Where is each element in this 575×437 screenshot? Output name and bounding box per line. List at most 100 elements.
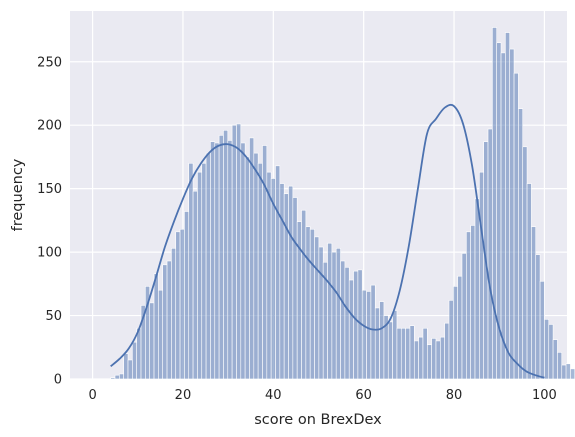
histogram-bar: [227, 140, 233, 380]
histogram-bar: [210, 141, 216, 380]
x-tick-label: 20: [175, 388, 192, 403]
histogram-bar: [110, 377, 116, 380]
histogram-bar: [279, 183, 285, 380]
x-tick-label: 60: [355, 388, 372, 403]
histogram-bar: [179, 228, 185, 380]
y-tick-labels: 0 50 100 150 200 250: [37, 55, 62, 387]
y-tick-label: 0: [54, 373, 62, 388]
histogram-bar: [344, 267, 350, 380]
histogram-bar: [474, 198, 480, 380]
histogram-bar: [570, 368, 575, 380]
histogram-bar: [192, 190, 198, 380]
histogram-bar: [136, 327, 142, 380]
histogram-bar: [466, 231, 471, 380]
histogram-bar: [244, 156, 250, 380]
kde-curve: [110, 103, 545, 379]
histogram-bar: [119, 373, 124, 380]
histogram-bar: [526, 183, 532, 380]
histogram-bar: [218, 135, 224, 380]
x-tick-label: 0: [88, 388, 96, 403]
histogram-bar: [184, 211, 190, 380]
histogram-bar: [453, 286, 458, 380]
histogram-bar: [335, 247, 341, 380]
histogram-bar: [479, 171, 484, 380]
histogram-bar: [522, 146, 528, 380]
histogram-bar: [418, 336, 424, 380]
histogram-bar: [353, 270, 359, 380]
x-axis-label: score on BrexDex: [254, 412, 382, 428]
histogram-bar: [457, 275, 463, 380]
y-tick-label: 150: [37, 182, 62, 197]
histogram-bar: [158, 289, 164, 380]
histogram-bar: [509, 48, 515, 380]
histogram-bar: [400, 327, 406, 380]
histogram-bar: [405, 327, 411, 380]
histogram-bar: [374, 307, 380, 380]
histogram-bar: [305, 226, 311, 380]
histogram-bar: [500, 52, 506, 380]
histogram-bar: [531, 226, 537, 380]
histogram-bar: [413, 340, 419, 380]
histogram-bar: [513, 72, 519, 380]
histogram-bar: [197, 171, 203, 380]
histogram-bar: [132, 341, 137, 380]
histogram-bar: [127, 359, 133, 380]
histogram-bar: [175, 231, 181, 380]
histogram-bar: [379, 301, 385, 380]
histogram-bar: [426, 344, 432, 380]
histogram-bar: [114, 374, 120, 380]
histogram-bar: [444, 322, 450, 380]
histogram-bar: [223, 129, 229, 380]
histogram-bar: [340, 260, 346, 380]
histogram-bar: [275, 165, 281, 380]
histogram-bar: [539, 280, 545, 380]
y-tick-label: 100: [37, 246, 62, 261]
x-tick-label: 100: [532, 388, 557, 403]
histogram-bar: [505, 32, 511, 380]
histogram-bar: [253, 152, 259, 380]
histogram-bar: [327, 242, 333, 380]
histogram-bar: [366, 291, 372, 380]
histogram-bar: [348, 279, 354, 380]
histogram-bar: [431, 338, 437, 380]
histogram-bar: [257, 162, 263, 380]
histogram-bar: [435, 340, 441, 380]
histogram-bar: [249, 137, 255, 380]
y-axis-label: frequency: [10, 158, 26, 231]
histogram-bar: [166, 260, 172, 380]
histogram-bar: [301, 209, 307, 380]
x-tick-labels: 0 20 40 60 80 100: [88, 388, 556, 403]
histogram-bar: [552, 339, 558, 380]
histogram-bar: [370, 284, 376, 380]
histogram-bar: [561, 364, 567, 380]
histogram-bar: [231, 124, 237, 380]
histogram-bar: [236, 123, 242, 380]
histogram-bar: [288, 185, 294, 380]
y-tick-label: 250: [37, 55, 62, 70]
histogram-bar: [292, 197, 298, 380]
histogram-bar: [396, 327, 402, 380]
histogram-bar: [283, 193, 289, 380]
histogram-bar: [470, 225, 476, 380]
histogram-bar: [201, 162, 207, 380]
y-tick-label: 200: [37, 119, 62, 134]
histogram-bar: [214, 142, 220, 380]
histogram-bar: [153, 273, 159, 380]
histogram-bar: [422, 327, 428, 380]
histogram-bar: [548, 324, 554, 380]
histogram-bar: [162, 264, 168, 380]
histogram-bar: [409, 325, 415, 380]
x-tick-label: 80: [446, 388, 463, 403]
histogram-bar: [440, 336, 445, 380]
x-tick-label: 40: [265, 388, 282, 403]
histogram-bar: [565, 363, 571, 380]
histogram-bar: [487, 128, 493, 380]
histogram-bar: [149, 302, 155, 380]
histogram-bar: [314, 236, 320, 380]
histogram-bar: [557, 352, 563, 380]
y-tick-label: 50: [45, 309, 62, 324]
histogram-bar: [240, 142, 246, 380]
histogram-bar: [318, 246, 324, 380]
histogram-bar: [309, 228, 315, 380]
